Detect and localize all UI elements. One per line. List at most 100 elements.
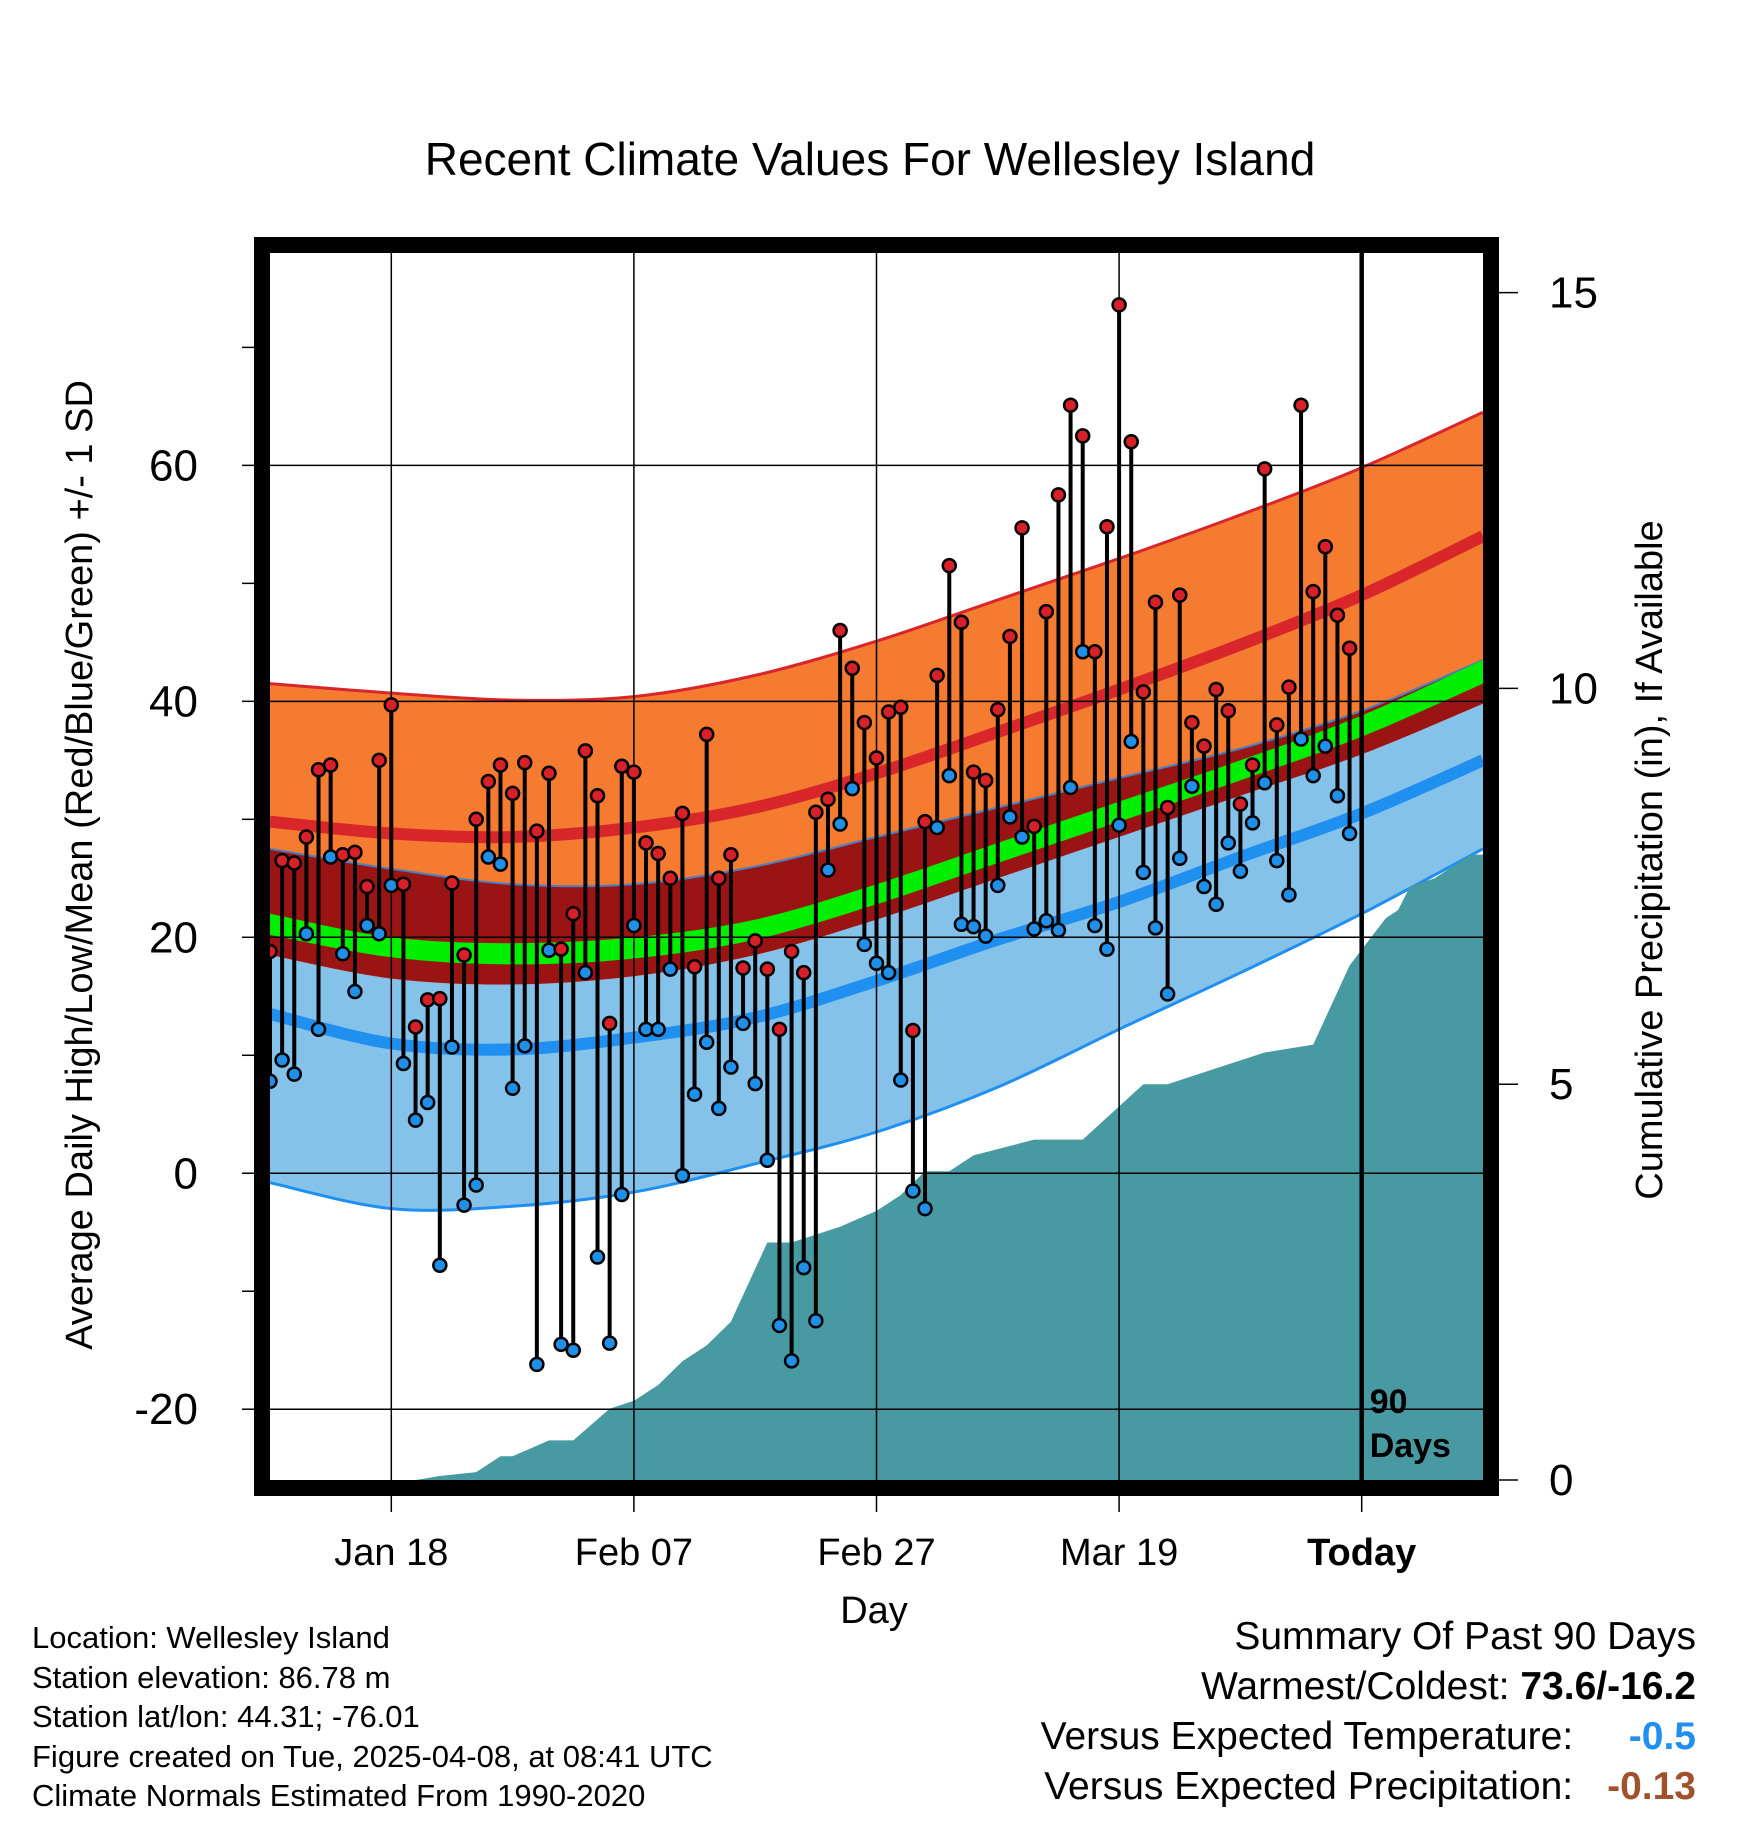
daily-high-dot [626, 764, 642, 780]
summary-temp: Versus Expected Temperature: -0.5 [1041, 1712, 1696, 1762]
daily-low-dot [310, 1021, 327, 1038]
daily-low-dot [990, 877, 1006, 894]
precipitation-fill [270, 854, 1483, 1480]
today-annotation-line2: Days [1370, 1427, 1451, 1465]
daily-high-dot [698, 726, 715, 743]
daily-low-dot [577, 964, 594, 981]
daily-high-dot [529, 823, 545, 839]
x-tick-label: Mar 19 [1060, 1532, 1178, 1574]
y-tick-label: -20 [134, 1385, 198, 1434]
daily-high-dot [747, 933, 763, 949]
x-tick-label: Today [1307, 1532, 1416, 1574]
daily-low-dot [553, 1336, 569, 1353]
y-tick-label: 40 [149, 677, 198, 726]
daily-high-dot [1232, 796, 1249, 812]
daily-low-dot [808, 1312, 824, 1329]
daily-low-dot [1184, 778, 1200, 795]
summary-warmest-coldest: Warmest/Coldest: 73.6/-16.2 [1041, 1662, 1696, 1712]
precipitation-area [270, 854, 1483, 1480]
daily-low-dot [480, 849, 497, 865]
daily-high-dot [977, 772, 994, 789]
daily-low-dot [626, 917, 642, 934]
y-axis-label-right: Cumulative Precipitation (in), If Availa… [1629, 520, 1671, 1199]
daily-high-dot [504, 785, 521, 802]
daily-high-dot [601, 1015, 618, 1032]
daily-high-dot [638, 835, 654, 851]
y-axis-right: 0 5 10 15 [1499, 269, 1598, 1505]
daily-low-dot [795, 1259, 812, 1276]
daily-high-dot [1196, 738, 1212, 754]
daily-low-dot [1293, 731, 1309, 747]
daily-low-dot [1281, 887, 1297, 903]
daily-low-dot [504, 1080, 521, 1097]
daily-low-dot [941, 767, 958, 784]
mean-sd-band [270, 660, 1483, 985]
daily-low-dot [735, 1015, 751, 1032]
daily-high-dot [1087, 644, 1103, 660]
daily-high-dot [1220, 703, 1237, 719]
daily-low-dot [335, 946, 351, 962]
daily-high-dot [1038, 603, 1055, 620]
daily-low-dot [1220, 835, 1237, 851]
daily-high-dot [650, 845, 666, 862]
daily-low-dot [1341, 825, 1358, 842]
daily-low-dot [711, 1100, 727, 1117]
daily-high-dot [1099, 518, 1115, 535]
daily-high-dot [905, 1022, 921, 1039]
daily-high-dot [1244, 757, 1261, 773]
summary-panel: Summary Of Past 90 Days Warmest/Coldest:… [1041, 1612, 1696, 1812]
daily-high-dot [1074, 428, 1091, 444]
daily-high-dot [1062, 397, 1079, 413]
daily-low-dot [1111, 817, 1127, 833]
daily-high-dot [759, 961, 776, 977]
daily-low-dot [977, 928, 994, 944]
daily-high-dot [614, 758, 630, 774]
daily-high-dot [1147, 594, 1164, 610]
daily-low-dot [456, 1197, 472, 1213]
daily-high-dot [468, 811, 484, 828]
daily-low-dot [759, 1152, 776, 1169]
daily-low-dot [1014, 829, 1030, 845]
daily-low-dot [322, 849, 339, 865]
daily-high-dot [553, 941, 569, 957]
daily-high-dot [577, 743, 594, 759]
daily-high-dot [1305, 583, 1321, 600]
daily-low-dot [359, 917, 375, 934]
warmest-coldest-label: Warmest/Coldest: [1201, 1665, 1510, 1708]
daily-high-dot [541, 765, 557, 782]
daily-high-dot [723, 846, 739, 863]
daily-low-dot [662, 961, 679, 977]
daily-high-dot [371, 752, 387, 769]
station-info: Location: Wellesley Island Station eleva… [32, 1618, 713, 1816]
daily-low-dot [929, 819, 945, 836]
y2-tick-label: 5 [1549, 1060, 1573, 1109]
daily-low-dot [1196, 878, 1212, 895]
y2-tick-label: 10 [1549, 664, 1598, 713]
warmest-coldest-value: 73.6/-16.2 [1520, 1665, 1696, 1708]
y-axis-left: -20 0 20 40 60 [134, 346, 254, 1434]
daily-low-dot [893, 1072, 909, 1088]
daily-low-dot [347, 983, 363, 1000]
summary-precip: Versus Expected Precipitation: -0.13 [1041, 1762, 1696, 1812]
daily-low-dot [1135, 864, 1152, 881]
daily-high-dot [1135, 684, 1152, 700]
daily-high-dot [480, 773, 497, 790]
daily-high-dot [335, 846, 351, 863]
daily-high-dot [1123, 434, 1139, 450]
precip-label: Versus Expected Precipitation: [1044, 1765, 1574, 1808]
daily-low-dot [395, 1055, 412, 1072]
daily-low-dot [832, 816, 848, 832]
x-tick-label: Feb 27 [817, 1532, 935, 1574]
y-tick-label: 60 [149, 441, 198, 490]
daily-low-dot [492, 856, 509, 872]
daily-high-dot [383, 697, 400, 713]
daily-low-dot [650, 1021, 666, 1038]
daily-low-dot [1208, 896, 1224, 913]
daily-low-dot [723, 1059, 739, 1075]
daily-high-dot [407, 1019, 424, 1035]
daily-low-dot [820, 862, 836, 878]
daily-high-dot [444, 875, 460, 891]
daily-low-dot [1050, 922, 1067, 938]
daily-high-dot [783, 943, 800, 960]
daily-low-dot [965, 918, 982, 935]
